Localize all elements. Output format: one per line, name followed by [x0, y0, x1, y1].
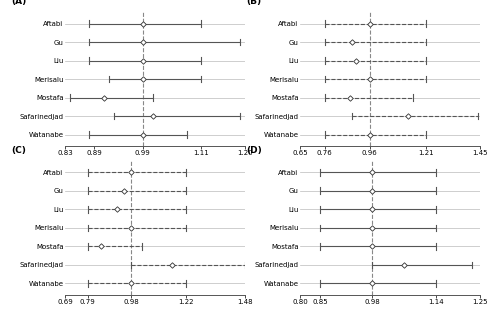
Text: (A): (A) [11, 0, 26, 6]
Text: (D): (D) [246, 145, 262, 155]
Text: (C): (C) [11, 145, 26, 155]
Text: (B): (B) [246, 0, 261, 6]
